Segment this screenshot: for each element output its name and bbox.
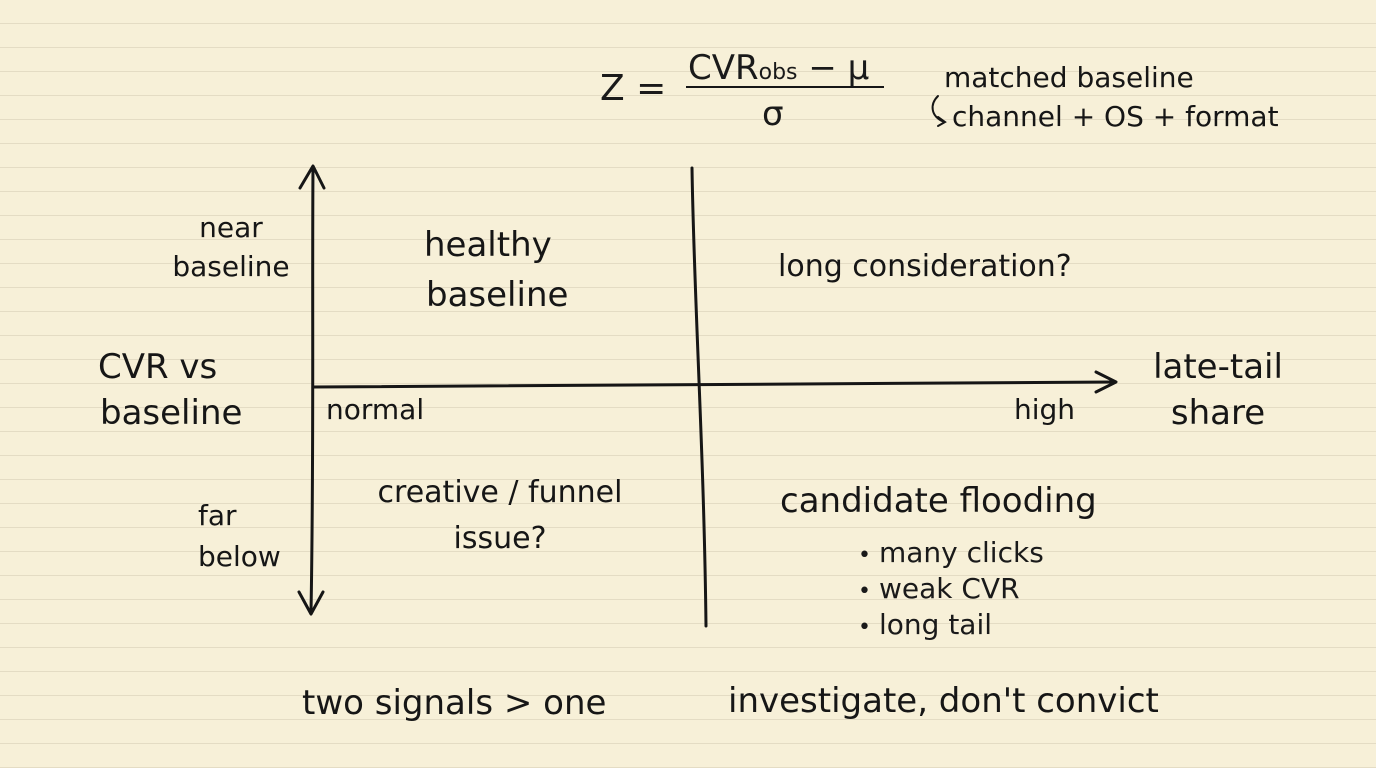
x-axis-arrow bbox=[1094, 370, 1118, 394]
footer-left-note: two signals > one bbox=[302, 683, 607, 723]
formula-numerator: CVRobs − μ bbox=[688, 48, 870, 88]
y-top-label-line1: near bbox=[199, 211, 263, 244]
x-axis-title-line2: share bbox=[1170, 393, 1266, 433]
y-top-label-line2: baseline bbox=[172, 250, 290, 283]
bullet-item: • long tail bbox=[858, 608, 993, 641]
footer-right-note: investigate, don't convict bbox=[728, 681, 1159, 721]
bullet-item: • weak CVR bbox=[858, 572, 1020, 605]
quadrant-bottom-left-line1: creative / funnel bbox=[377, 475, 623, 510]
z-score-formula: Z = CVRobs − μ σ bbox=[596, 44, 896, 136]
baseline-note-detail: channel + OS + format bbox=[952, 100, 1279, 133]
note-hook-arrow bbox=[931, 95, 945, 123]
quadrant-top-right: long consideration? bbox=[778, 249, 1072, 284]
baseline-note-title: matched baseline bbox=[944, 61, 1194, 94]
x-axis-line bbox=[311, 380, 1116, 389]
formula-lhs: Z = bbox=[600, 68, 667, 109]
bullet-item: • many clicks bbox=[858, 536, 1044, 569]
formula-denominator: σ bbox=[762, 94, 784, 134]
quadrant-bottom-left-line2: issue? bbox=[453, 521, 547, 556]
y-axis-title-line1: CVR vs bbox=[98, 347, 218, 387]
y-axis-arrow-up bbox=[298, 164, 326, 190]
quadrant-divider bbox=[690, 166, 708, 628]
formula-fraction-bar bbox=[686, 86, 884, 88]
quadrant-top-left-line1: healthy bbox=[424, 225, 552, 265]
y-axis-line bbox=[309, 166, 315, 614]
y-bottom-label-line2: below bbox=[198, 540, 281, 573]
quadrant-bottom-right-title: candidate flooding bbox=[780, 481, 1097, 521]
y-axis-title-line2: baseline bbox=[100, 393, 243, 433]
y-axis-arrow-down bbox=[297, 590, 325, 616]
y-bottom-label-line1: far bbox=[198, 499, 237, 532]
note-hook-arrowhead bbox=[937, 116, 947, 127]
x-high-label: high bbox=[1014, 393, 1076, 426]
x-axis-title-line1: late-tail bbox=[1153, 347, 1283, 387]
quadrant-top-left-line2: baseline bbox=[426, 275, 569, 315]
x-low-label: normal bbox=[326, 393, 425, 426]
